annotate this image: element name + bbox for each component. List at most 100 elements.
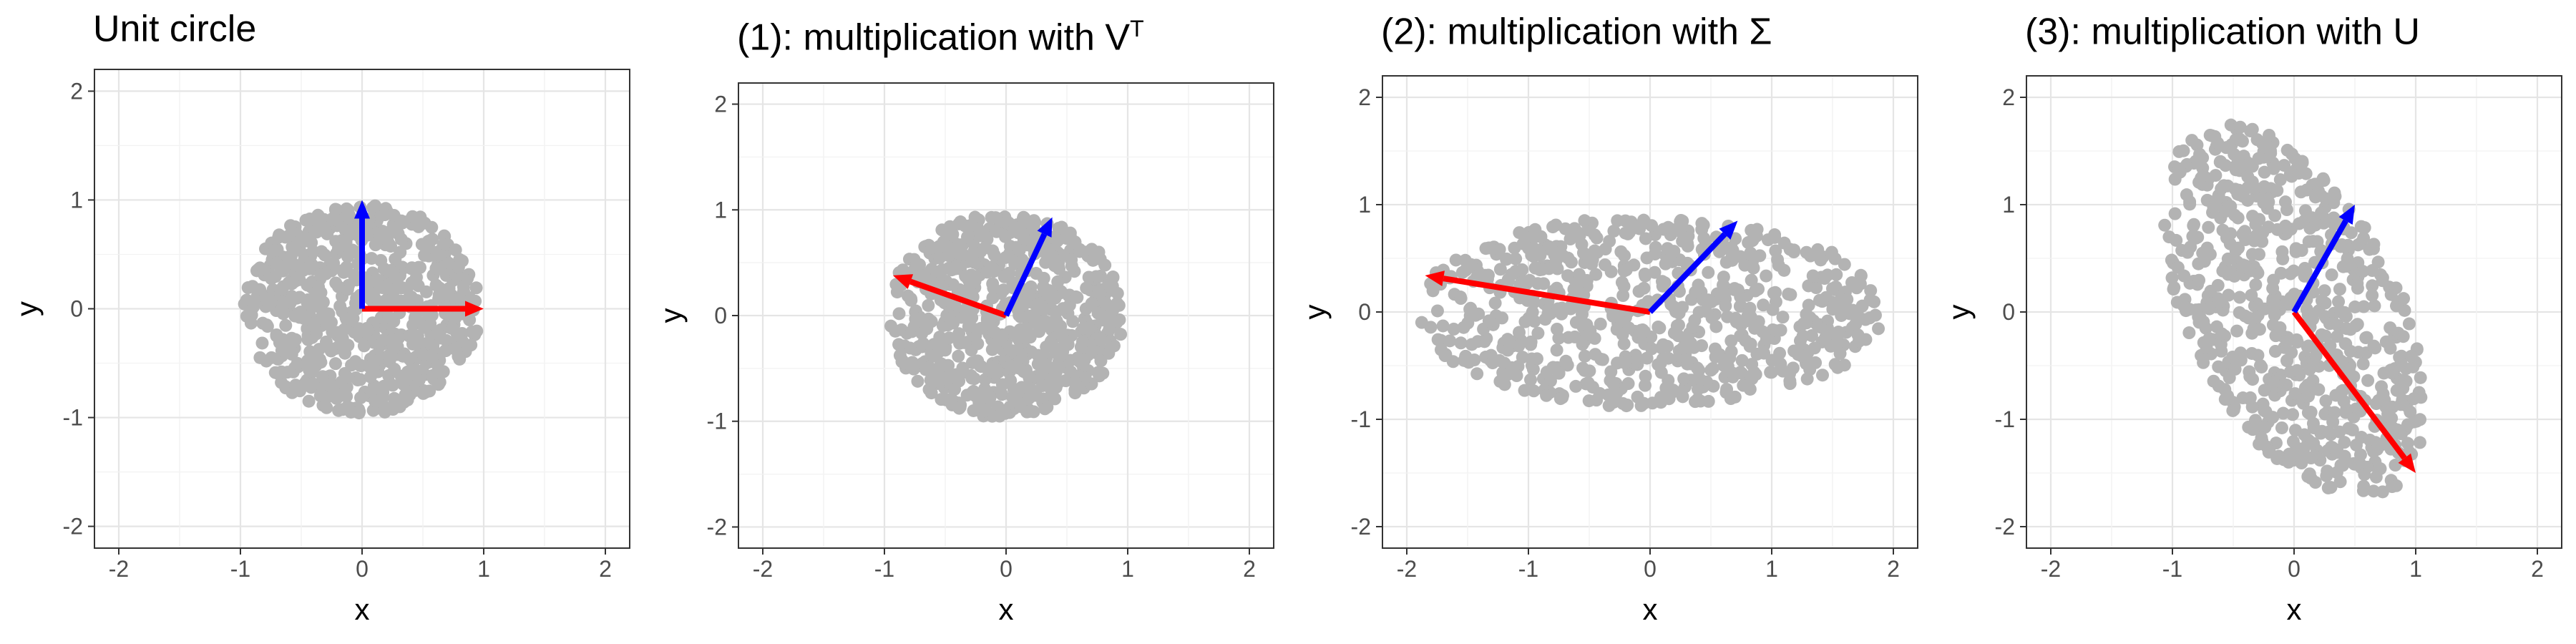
data-point	[1743, 339, 1757, 353]
vector-arrowhead	[1037, 217, 1053, 238]
data-point	[2183, 195, 2197, 208]
data-point	[1806, 269, 1820, 283]
data-point	[2366, 445, 2380, 459]
data-point	[290, 383, 303, 396]
data-point	[415, 238, 429, 251]
data-point	[2255, 137, 2269, 150]
data-point	[398, 294, 411, 308]
data-point	[968, 275, 982, 288]
data-point	[1436, 319, 1450, 333]
data-point	[2339, 406, 2353, 419]
data-point	[2286, 435, 2300, 449]
data-point	[1578, 255, 1591, 269]
data-point	[2325, 268, 2338, 282]
data-point	[2369, 470, 2383, 484]
scatter-points	[884, 210, 1128, 423]
data-point	[1694, 373, 1707, 386]
data-point	[1033, 325, 1046, 338]
data-point	[2273, 321, 2287, 335]
data-point	[1695, 217, 1709, 230]
data-point	[945, 246, 958, 260]
data-point	[329, 204, 343, 218]
data-point	[1055, 249, 1069, 263]
data-point	[1752, 283, 1765, 296]
data-point	[2356, 357, 2370, 371]
y-tick-label: 1	[1358, 192, 1371, 218]
chart-title-text: (3): multiplication with U	[2025, 11, 2420, 53]
data-point	[1632, 285, 1646, 298]
data-point	[2288, 288, 2301, 301]
data-point	[1686, 321, 1699, 334]
data-point	[1501, 343, 1515, 357]
x-tick-label: 1	[2409, 556, 2422, 582]
data-point	[1013, 220, 1027, 234]
data-point	[2202, 302, 2216, 316]
data-point	[932, 251, 946, 265]
data-point	[1814, 253, 1828, 267]
data-point	[1082, 270, 1096, 284]
data-point	[978, 241, 992, 255]
data-point	[1800, 245, 1813, 259]
data-point	[927, 375, 940, 389]
vector-arrow-line	[2291, 310, 2407, 460]
data-point	[1743, 313, 1757, 326]
data-point	[1114, 328, 1128, 341]
data-point	[2357, 479, 2371, 493]
data-point	[2348, 300, 2362, 313]
data-point	[1008, 257, 1022, 270]
data-point	[884, 319, 898, 333]
data-point	[2228, 147, 2241, 161]
vector-arrowhead	[2338, 205, 2355, 225]
data-point	[1078, 371, 1092, 385]
data-point	[1051, 275, 1065, 288]
data-point	[369, 199, 382, 213]
data-point	[936, 319, 950, 333]
data-point	[1774, 357, 1787, 371]
data-point	[326, 325, 339, 338]
data-point	[2248, 234, 2261, 248]
data-point	[1581, 376, 1595, 389]
data-point	[1783, 367, 1797, 381]
data-point	[1068, 376, 1082, 389]
y-tick-label: 1	[2002, 192, 2015, 218]
data-point	[985, 210, 998, 224]
data-point	[1098, 258, 1112, 272]
data-point	[2321, 481, 2335, 494]
data-point	[1691, 382, 1704, 396]
data-point	[996, 330, 1010, 343]
data-point	[1043, 316, 1056, 330]
chart-title-text: Unit circle	[93, 8, 257, 50]
data-point	[1672, 306, 1686, 320]
data-point	[1820, 268, 1834, 282]
data-point	[2286, 408, 2300, 421]
data-point	[1672, 329, 1685, 343]
data-point	[914, 269, 928, 283]
data-point	[1769, 286, 1782, 299]
data-point	[2351, 238, 2365, 252]
data-point	[2263, 444, 2276, 458]
data-point	[429, 262, 443, 275]
data-point	[2289, 245, 2303, 258]
data-point	[2389, 459, 2402, 472]
data-point	[1659, 257, 1672, 270]
data-point	[2397, 292, 2411, 306]
data-point	[910, 257, 924, 270]
data-point	[933, 331, 947, 344]
data-point	[283, 228, 296, 242]
data-point	[1724, 334, 1738, 348]
data-point	[2249, 311, 2263, 325]
y-tick-label: 0	[714, 303, 727, 328]
data-point	[904, 341, 917, 355]
data-point	[2280, 298, 2294, 311]
data-point	[2255, 431, 2268, 445]
data-point	[424, 349, 438, 363]
data-point	[1604, 265, 1618, 278]
data-point	[414, 210, 427, 224]
data-point	[2413, 436, 2426, 449]
data-point	[309, 291, 323, 305]
data-point	[2353, 448, 2367, 462]
data-point	[411, 220, 425, 233]
data-point	[2276, 252, 2290, 265]
data-point	[2197, 315, 2210, 328]
data-point	[446, 322, 459, 336]
